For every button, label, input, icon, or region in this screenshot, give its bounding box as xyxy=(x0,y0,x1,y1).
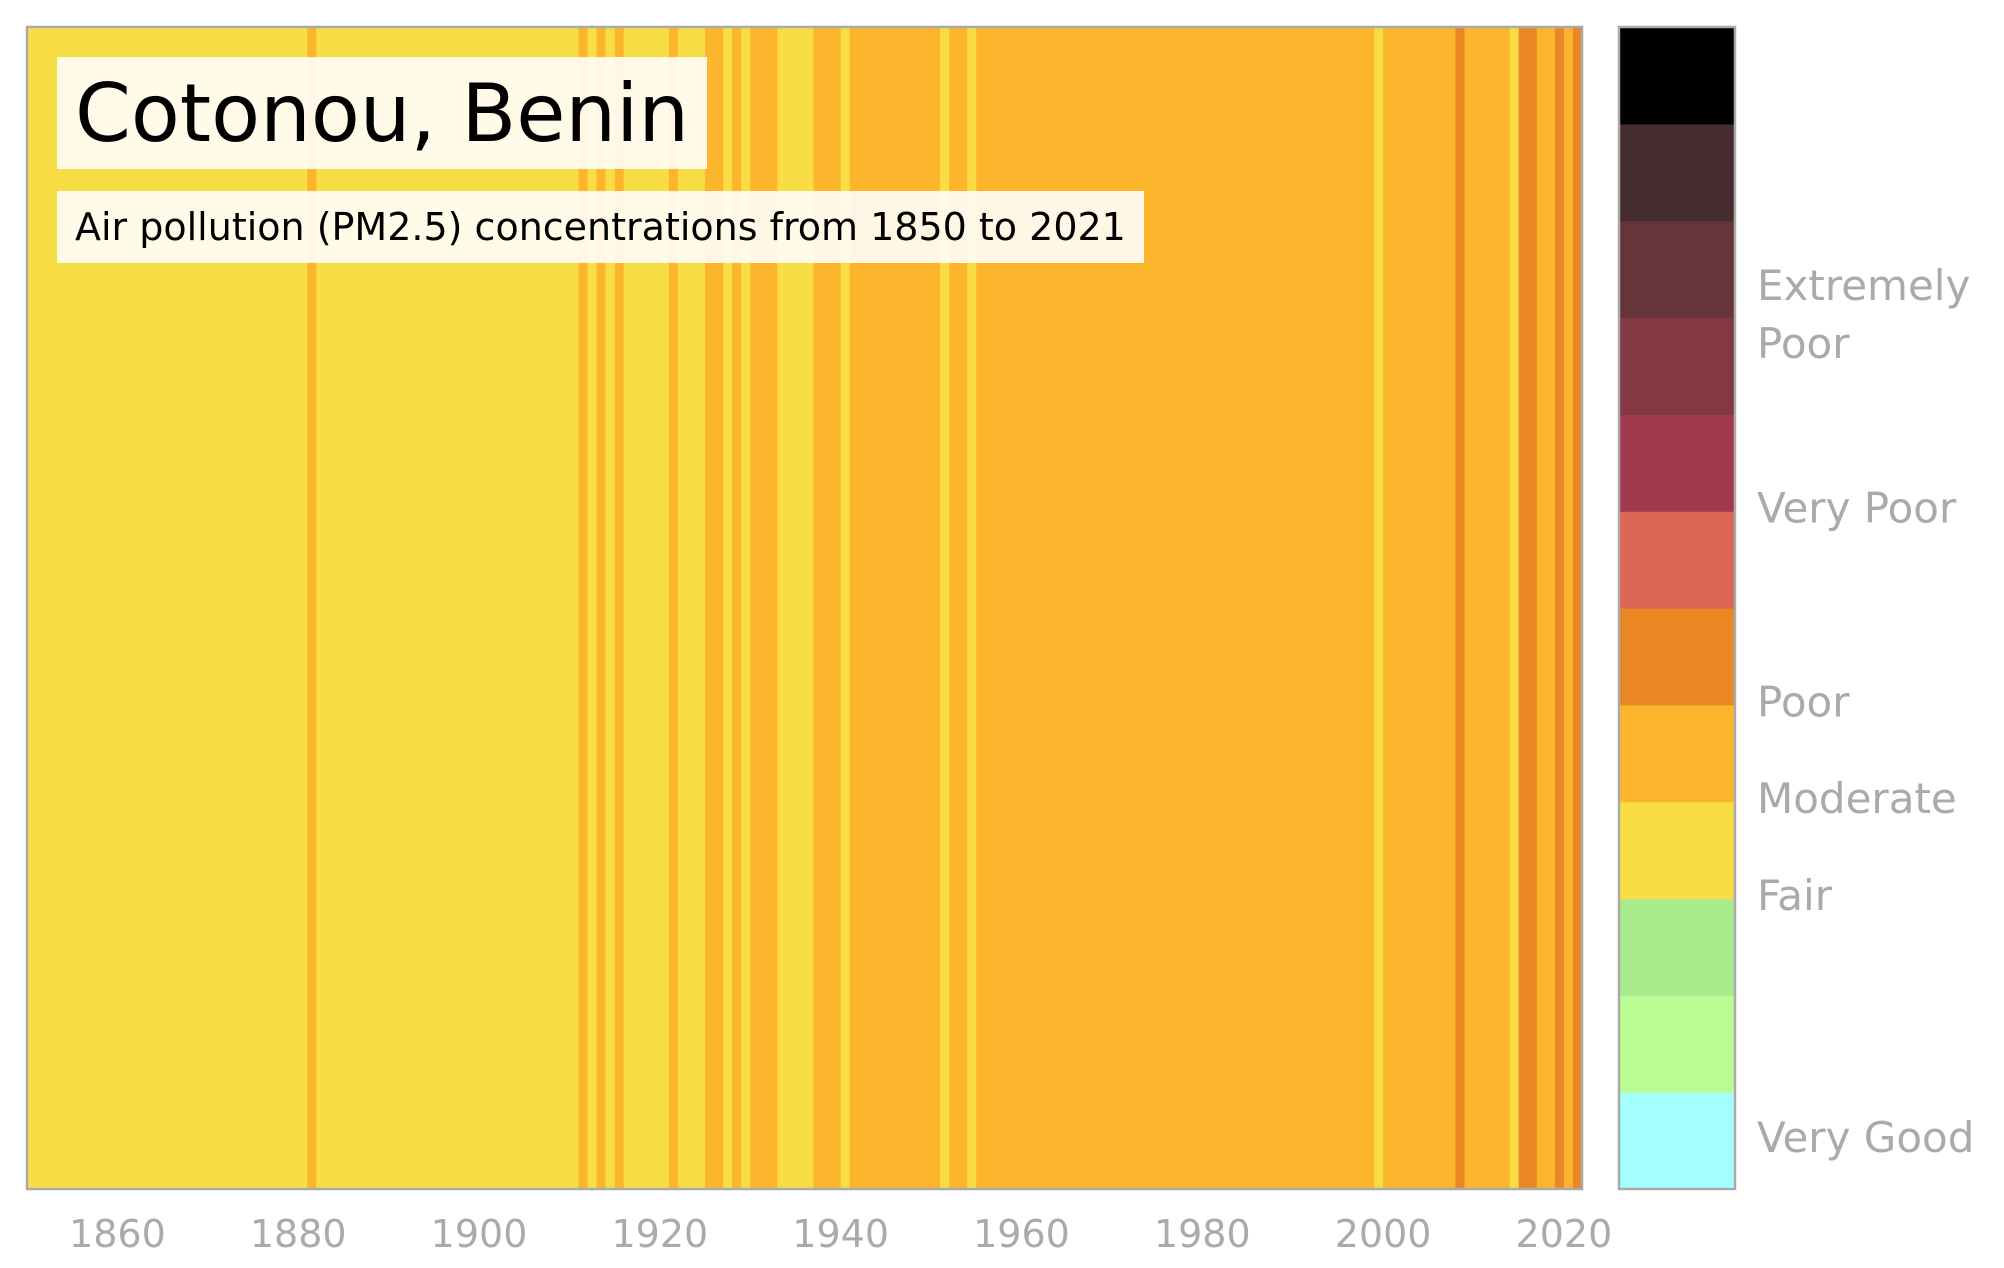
stripe-1954-1955 xyxy=(967,27,977,1189)
x-tick-label: 1860 xyxy=(69,1212,166,1256)
stripe-2009-2014 xyxy=(1464,27,1511,1189)
stripe-1914-1915 xyxy=(605,27,616,1189)
stripe-2000-2008 xyxy=(1383,27,1457,1189)
colorbar-level-3 xyxy=(1619,801,1735,900)
stripe-1940-1941 xyxy=(840,27,851,1189)
stripe-1999-2000 xyxy=(1374,27,1384,1189)
stripe-2014-2015 xyxy=(1509,27,1520,1189)
stripe-2015-2017 xyxy=(1518,27,1538,1189)
x-axis-ticks: 1860 1880 1900 1920 1940 1960 1980 2000 2020 xyxy=(69,1212,1612,1256)
chart-title: Cotonou, Benin xyxy=(75,66,690,160)
colorbar xyxy=(1619,27,1735,1190)
colorbar-level-9 xyxy=(1619,220,1735,319)
colorbar-label: Extremely xyxy=(1757,261,1970,310)
x-tick-label: 1980 xyxy=(1154,1212,1251,1256)
x-tick-label: 2000 xyxy=(1335,1212,1432,1256)
colorbar-label: Moderate xyxy=(1757,774,1957,823)
colorbar-level-8 xyxy=(1619,317,1735,415)
colorbar-level-11 xyxy=(1619,27,1735,125)
colorbar-label: Poor xyxy=(1757,677,1850,726)
x-tick-label: 1880 xyxy=(250,1212,347,1256)
stripe-1913-1914 xyxy=(596,27,607,1189)
colorbar-level-0 xyxy=(1619,1092,1735,1190)
colorbar-level-7 xyxy=(1619,414,1735,512)
colorbar-level-10 xyxy=(1619,123,1735,222)
stripe-1951-1952 xyxy=(940,27,950,1189)
stripe-1911-1912 xyxy=(578,27,589,1189)
colorbar-label: Very Poor xyxy=(1757,484,1957,533)
colorbar-level-6 xyxy=(1619,511,1735,609)
stripe-1912-1913 xyxy=(587,27,598,1189)
stripe-2020-2021 xyxy=(1563,27,1574,1189)
x-tick-label: 1960 xyxy=(973,1212,1070,1256)
colorbar-level-5 xyxy=(1619,608,1735,706)
colorbar-level-4 xyxy=(1619,704,1735,803)
colorbar-frame xyxy=(1617,25,1737,1191)
stripe-1925-1927 xyxy=(705,27,724,1189)
colorbar-labels: Very Good Fair Moderate Poor Very Poor Extrem… xyxy=(1757,261,1974,1162)
stripe-2021-2022 xyxy=(1572,27,1583,1189)
stripe-1881-1882 xyxy=(307,27,317,1189)
stripe-2017-2019 xyxy=(1536,27,1556,1189)
stripe-1952-1954 xyxy=(949,27,968,1189)
x-tick-label: 1900 xyxy=(431,1212,528,1256)
colorbar-label: Fair xyxy=(1757,871,1833,920)
stripe-1929-1930 xyxy=(741,27,751,1189)
colorbar-label: Poor xyxy=(1757,319,1850,368)
stripe-2008-2009 xyxy=(1455,27,1466,1189)
x-tick-label: 1920 xyxy=(611,1212,708,1256)
plot-frame xyxy=(25,25,1584,1191)
stripe-1927-1928 xyxy=(723,27,733,1189)
stripe-2019-2020 xyxy=(1554,27,1565,1189)
colorbar-label: Very Good xyxy=(1757,1113,1974,1162)
title-box: Cotonou, Benin xyxy=(57,57,708,169)
chart-subtitle: Air pollution (PM2.5) concentrations fro… xyxy=(75,205,1126,249)
stripe-1921-1922 xyxy=(668,27,679,1189)
stripe-1915-1916 xyxy=(614,27,625,1189)
x-tick-label: 1940 xyxy=(792,1212,889,1256)
stripe-1928-1929 xyxy=(732,27,742,1189)
subtitle-box: Air pollution (PM2.5) concentrations fro… xyxy=(57,191,1144,263)
colorbar-level-1 xyxy=(1619,995,1735,1093)
colorbar-level-2 xyxy=(1619,898,1735,996)
x-tick-label: 2020 xyxy=(1516,1212,1613,1256)
